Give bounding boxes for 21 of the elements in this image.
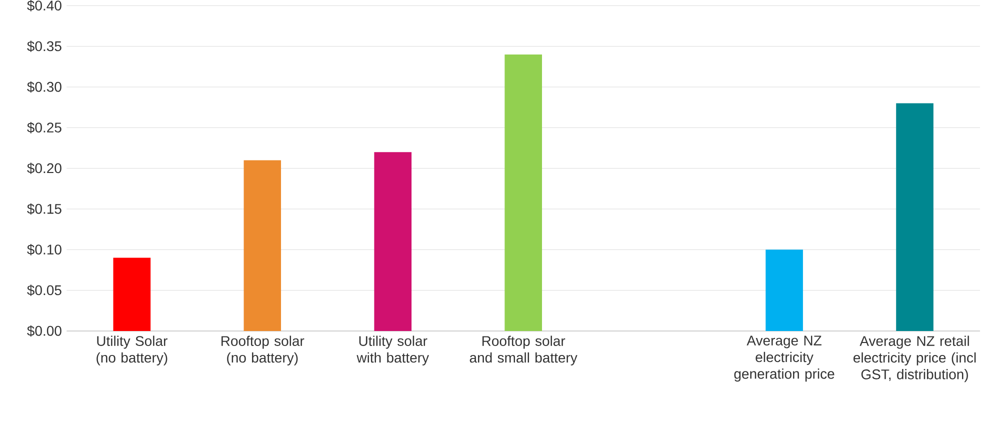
y-tick-label: $0.30 [27, 81, 62, 93]
y-tick-label: $0.40 [27, 0, 62, 12]
bar [113, 258, 151, 331]
x-tick-label: Rooftop solar and small battery [470, 336, 578, 366]
bar [504, 54, 542, 331]
bar [374, 152, 412, 331]
y-tick-label: $0.20 [27, 162, 62, 174]
bar [244, 160, 282, 331]
bar [766, 250, 803, 331]
y-tick-label: $0.25 [27, 122, 62, 134]
y-tick-label: $0.15 [27, 203, 62, 215]
y-tick-label: $0.35 [27, 40, 62, 52]
bar [896, 103, 934, 331]
x-tick-label: Average NZ electricity generation price [734, 336, 834, 382]
y-tick-label: $0.00 [27, 325, 62, 337]
x-tick-label: Average NZ retail electricity price (incl GST, distribution) [854, 336, 976, 382]
y-tick-label: $0.05 [27, 284, 62, 296]
x-tick-label: Utility Solar (no battery) [96, 336, 168, 366]
x-tick-label: Rooftop solar (no battery) [222, 336, 304, 366]
x-tick-label: Utility solar with battery [356, 336, 429, 366]
y-tick-label: $0.10 [27, 244, 62, 256]
